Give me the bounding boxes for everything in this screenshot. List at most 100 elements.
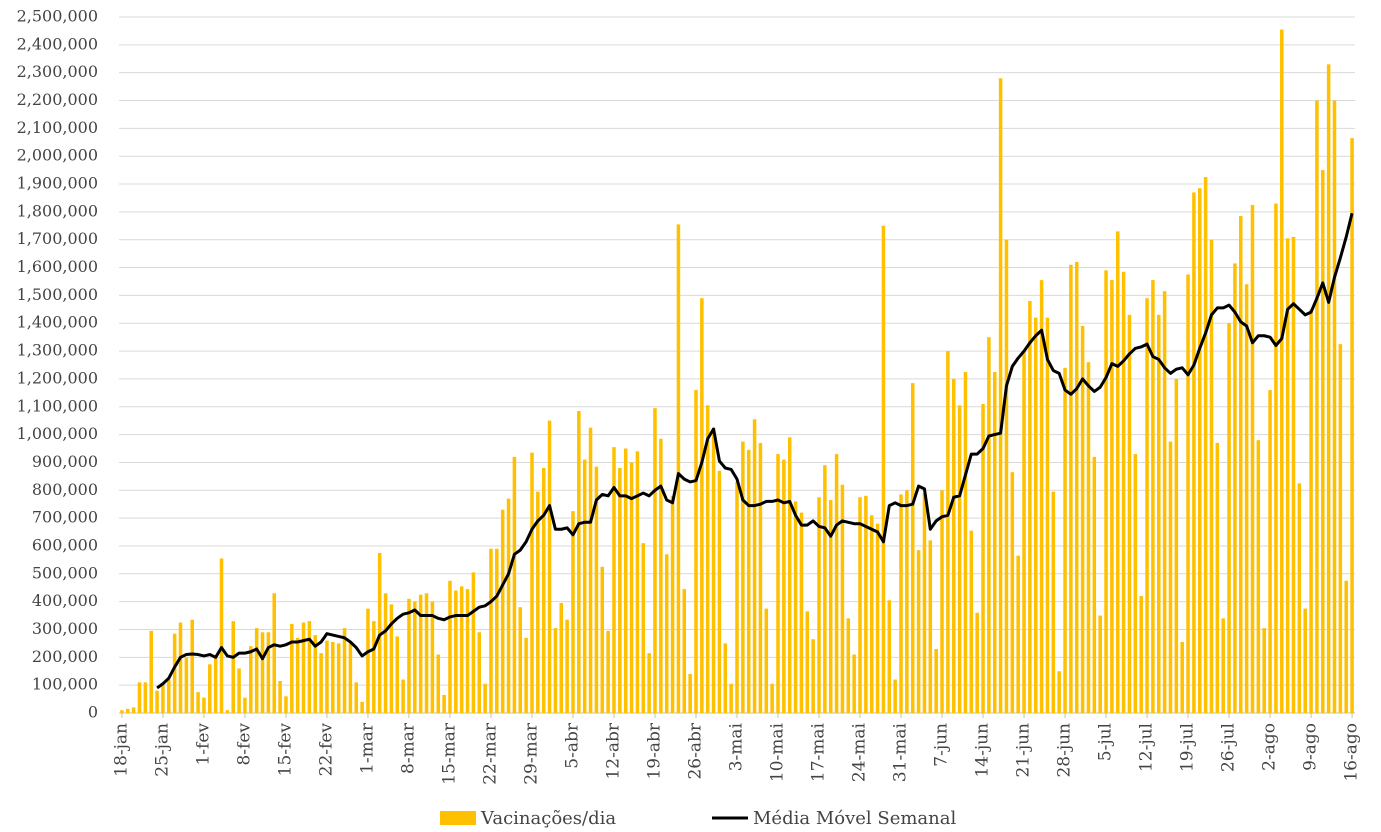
bar: [881, 225, 886, 714]
bar: [594, 466, 599, 713]
x-tick-label: 3-mai: [727, 722, 747, 771]
bar: [1168, 441, 1173, 713]
x-tick-label: 5-jul: [1096, 723, 1116, 761]
bar: [126, 708, 130, 713]
y-tick-label: 100,000: [32, 675, 98, 694]
bar: [834, 454, 839, 713]
y-tick-label: 500,000: [32, 563, 98, 582]
bar: [705, 405, 710, 713]
x-tick-label: 22-mar: [480, 722, 500, 785]
bar: [629, 462, 634, 713]
bar: [524, 637, 528, 713]
bar: [249, 646, 253, 713]
bar: [758, 442, 763, 713]
bar: [196, 692, 200, 713]
bar: [828, 500, 833, 713]
bar: [225, 710, 230, 713]
y-tick-label: 2,300,000: [17, 62, 98, 81]
bar: [653, 408, 657, 713]
bar: [1028, 300, 1032, 713]
bar: [1057, 671, 1061, 713]
bar: [647, 653, 651, 713]
bar: [1104, 270, 1108, 713]
bar: [606, 630, 610, 713]
bar: [1221, 618, 1225, 713]
bar: [500, 509, 505, 713]
bar: [1198, 188, 1202, 713]
bar: [676, 224, 681, 713]
x-tick-label: 9-ago: [1301, 723, 1321, 771]
bar: [161, 685, 165, 713]
bar: [413, 601, 417, 713]
bar: [1092, 456, 1097, 713]
bar: [424, 593, 429, 713]
bar: [1239, 216, 1243, 713]
bar: [1262, 628, 1266, 713]
bar: [1004, 239, 1009, 713]
bar: [957, 405, 962, 713]
x-tick-label: 7-jun: [932, 723, 952, 767]
bar: [875, 523, 880, 713]
bar: [389, 604, 394, 713]
y-tick-label: 300,000: [32, 619, 98, 638]
bar: [266, 632, 271, 713]
bar: [1086, 362, 1091, 713]
bar: [1180, 642, 1184, 713]
bar: [336, 643, 341, 713]
bar: [998, 78, 1003, 714]
bar: [178, 622, 183, 713]
bar: [477, 632, 482, 713]
bar: [295, 637, 300, 713]
bar: [969, 530, 974, 713]
x-tick-label: 19-abr: [644, 722, 664, 779]
bar: [1045, 317, 1050, 713]
bar: [184, 657, 189, 713]
bar: [793, 501, 798, 713]
bar: [1069, 264, 1073, 713]
bar: [530, 452, 534, 713]
bar: [700, 298, 704, 713]
bar: [582, 459, 587, 713]
y-tick-label: 2,000,000: [17, 146, 98, 165]
bar: [377, 552, 382, 713]
bar: [776, 454, 780, 713]
bar: [1145, 298, 1149, 713]
bar: [811, 639, 815, 713]
x-tick-label: 31-mai: [891, 722, 911, 782]
bar: [208, 664, 212, 713]
bar: [260, 632, 265, 713]
bar: [1016, 555, 1020, 713]
y-tick-label: 1,100,000: [17, 396, 98, 415]
bar: [401, 679, 405, 713]
x-tick-label: 2-ago: [1260, 723, 1280, 771]
y-tick-label: 200,000: [32, 647, 98, 666]
bar: [1174, 378, 1179, 713]
bar: [752, 419, 757, 713]
bar: [167, 679, 171, 713]
bar: [1110, 280, 1114, 713]
bar: [237, 668, 241, 713]
bar: [331, 642, 335, 713]
x-tick-label: 1-mar: [357, 722, 377, 774]
bar: [448, 580, 452, 713]
bar: [459, 586, 464, 713]
bar: [951, 378, 956, 713]
moving-average-line: [156, 212, 1354, 690]
x-tick-label: 19-jul: [1178, 723, 1198, 772]
bar: [1157, 314, 1161, 713]
bar: [805, 611, 810, 713]
bar: [641, 543, 646, 713]
x-tick-label: 10-mai: [768, 722, 788, 782]
legend-label: Média Móvel Semanal: [753, 808, 956, 829]
bar: [1127, 314, 1132, 713]
bar: [290, 623, 294, 713]
x-tick-label: 28-jun: [1055, 723, 1075, 778]
bar: [1063, 367, 1067, 713]
bar: [905, 490, 909, 713]
bar: [430, 601, 435, 713]
x-tick-label: 24-mai: [850, 722, 870, 782]
bar: [342, 628, 347, 713]
y-tick-label: 1,700,000: [17, 229, 98, 248]
x-tick-label: 15-fev: [275, 723, 295, 777]
bar: [618, 468, 622, 713]
